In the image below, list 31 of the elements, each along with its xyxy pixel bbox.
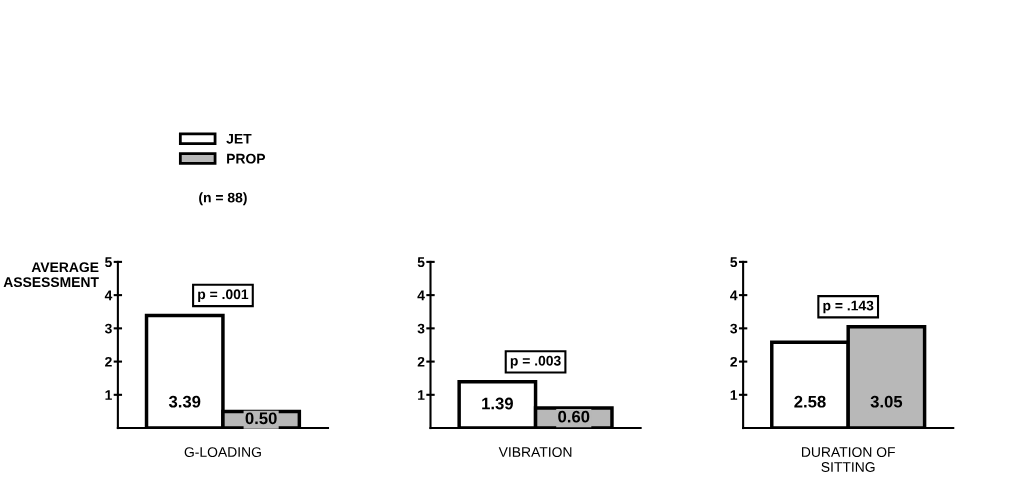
data-label: 3.39: [168, 395, 201, 408]
data-label: 2.58: [794, 395, 826, 408]
y-tick-label: 1: [418, 390, 425, 400]
y-tick-label: 4: [104, 290, 113, 301]
y-tick-label: 2: [730, 356, 738, 367]
y-tick-label: 1: [105, 390, 112, 400]
y-tick-label: 5: [417, 257, 425, 268]
y-axis-title: AVERAGE ASSESSMENT: [3, 262, 99, 288]
x-axis-title: VIBRATION: [498, 447, 572, 457]
y-tick-label: 2: [105, 356, 112, 367]
y-tick-label: 4: [730, 290, 738, 301]
x-axis-title: G-LOADING: [184, 447, 261, 457]
annotation: p = .003: [510, 355, 561, 369]
x-axis-title: DURATION OF SITTING: [802, 447, 895, 472]
data-label: 0.60: [558, 410, 590, 423]
y-tick-label: 3: [104, 323, 112, 334]
data-label: 3.05: [870, 395, 903, 408]
annotation: p = .001: [198, 289, 249, 302]
legend-label: PROP: [227, 153, 266, 164]
legend-label: JET: [226, 133, 252, 144]
chart-subtitle: (n = 88): [199, 192, 247, 206]
y-tick-label: 3: [730, 323, 738, 334]
y-tick-label: 5: [730, 257, 738, 268]
y-tick-label: 5: [105, 257, 112, 268]
y-tick-label: 4: [417, 290, 425, 301]
data-label: 1.39: [482, 397, 513, 410]
y-tick-label: 3: [417, 323, 425, 334]
y-tick-label: 2: [417, 356, 425, 367]
data-label: 0.50: [245, 412, 277, 425]
y-tick-label: 1: [730, 390, 738, 400]
annotation: p = .143: [823, 300, 874, 314]
